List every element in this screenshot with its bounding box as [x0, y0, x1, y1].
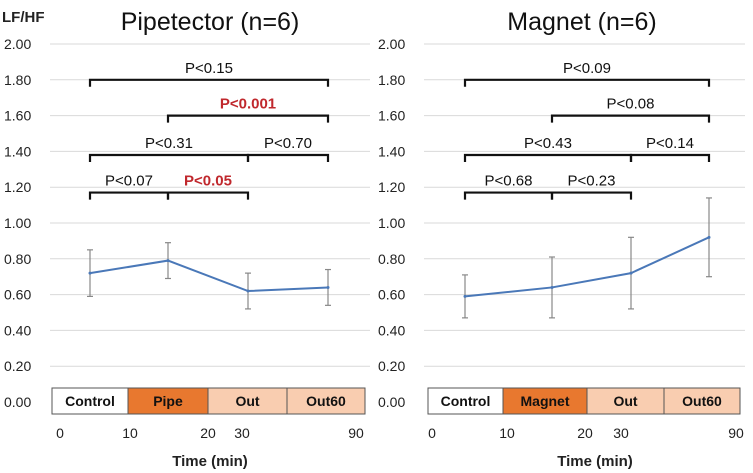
phase-box-out60 [286, 387, 366, 415]
x-tick-label: 10 [122, 425, 138, 441]
y-tick-label: 1.60 [4, 108, 31, 124]
comparison-bracket [246, 153, 330, 162]
phase-box-out [207, 387, 288, 415]
x-tick-label: 90 [348, 425, 364, 441]
phase-label: Pipe [153, 393, 183, 409]
y-tick-label: 2.00 [4, 36, 31, 52]
y-tick-label: 0.80 [378, 251, 405, 267]
phase-box-out60 [663, 387, 741, 415]
comparison-bracket [463, 191, 554, 200]
p-value-label: P<0.05 [184, 173, 232, 190]
y-tick-label: 0.20 [378, 358, 405, 374]
p-value-label: P<0.14 [646, 135, 694, 152]
y-tick-label: 0.00 [4, 394, 31, 410]
y-tick-label: 0.00 [378, 394, 405, 410]
y-tick-label: 1.80 [4, 72, 31, 88]
data-point [707, 235, 711, 239]
panel-magnet: Magnet (n=6) 0.00 0.20 0.40 0.60 0.80 1.00 1.2… [378, 8, 745, 470]
panel-pipetector: Pipetector (n=6) 0.00 0.20 0.40 0.60 0.80 1.0… [4, 8, 370, 470]
comparison-bracket [166, 191, 250, 200]
comparison-bracket [88, 78, 330, 87]
comparison-bracket [550, 114, 711, 123]
phase-label: Out [613, 393, 637, 409]
y-tick-label: 0.40 [4, 322, 31, 338]
p-value-label: P<0.15 [185, 60, 233, 77]
data-point [326, 285, 330, 289]
x-tick-label: 0 [428, 425, 436, 441]
p-value-label: P<0.001 [220, 96, 276, 113]
data-point [246, 289, 250, 293]
y-tick-label: 0.40 [378, 322, 405, 338]
phase-box-out [586, 387, 665, 415]
series-line [89, 259, 329, 293]
x-axis-label-pipetector: Time (min) [172, 453, 248, 470]
comparison-bracket [550, 191, 633, 200]
y-tick-label: 0.80 [4, 251, 31, 267]
data-point [629, 271, 633, 275]
data-point [88, 271, 92, 275]
y-tick-label: 1.20 [378, 179, 405, 195]
phase-label: Control [65, 393, 115, 409]
phase-box-control [427, 387, 504, 415]
y-tick-label: 1.60 [378, 108, 405, 124]
y-tick-label: 0.20 [4, 358, 31, 374]
p-value-label: P<0.31 [145, 135, 193, 152]
p-value-label: P<0.70 [264, 135, 312, 152]
data-point [463, 294, 467, 298]
comparison-bracket [463, 153, 633, 162]
x-tick-label: 0 [56, 425, 64, 441]
p-value-label: P<0.43 [524, 135, 572, 152]
phase-box-pipe [127, 387, 209, 415]
y-tick-label: 0.60 [378, 287, 405, 303]
y-tick-label: 1.20 [4, 179, 31, 195]
x-tick-label: 20 [577, 425, 593, 441]
y-tick-label: 1.40 [378, 143, 405, 159]
panel-title-pipetector: Pipetector (n=6) [121, 8, 300, 36]
phase-label: Magnet [521, 393, 570, 409]
comparison-bracket [88, 153, 250, 162]
phase-label: Out60 [682, 393, 722, 409]
y-tick-label: 1.00 [4, 215, 31, 231]
x-tick-label: 30 [234, 425, 250, 441]
x-tick-label: 10 [499, 425, 515, 441]
x-tick-label: 30 [613, 425, 629, 441]
comparison-bracket [166, 114, 330, 123]
phase-box-magnet [502, 387, 588, 415]
p-value-label: P<0.08 [607, 96, 655, 113]
phase-label: Out [235, 393, 259, 409]
phase-label: Out60 [306, 393, 346, 409]
y-tick-label: 1.80 [378, 72, 405, 88]
y-tick-label: 0.60 [4, 287, 31, 303]
x-tick-label: 20 [200, 425, 216, 441]
p-value-label: P<0.07 [105, 173, 153, 190]
phase-label: Control [441, 393, 491, 409]
y-tick-label: 1.40 [4, 143, 31, 159]
comparison-bracket [88, 191, 170, 200]
panel-title-magnet: Magnet (n=6) [507, 8, 656, 36]
y-tick-label: 2.00 [378, 36, 405, 52]
p-value-label: P<0.68 [485, 173, 533, 190]
data-point [550, 285, 554, 289]
data-point [166, 259, 170, 263]
y-tick-label: 1.00 [378, 215, 405, 231]
x-axis-label-magnet: Time (min) [557, 453, 633, 470]
p-value-label: P<0.09 [563, 60, 611, 77]
series-line [464, 236, 710, 298]
x-tick-label: 90 [728, 425, 744, 441]
comparison-bracket [629, 153, 711, 162]
comparison-bracket [463, 78, 711, 87]
p-value-label: P<0.23 [568, 173, 616, 190]
y-axis-label: LF/HF [2, 9, 45, 26]
